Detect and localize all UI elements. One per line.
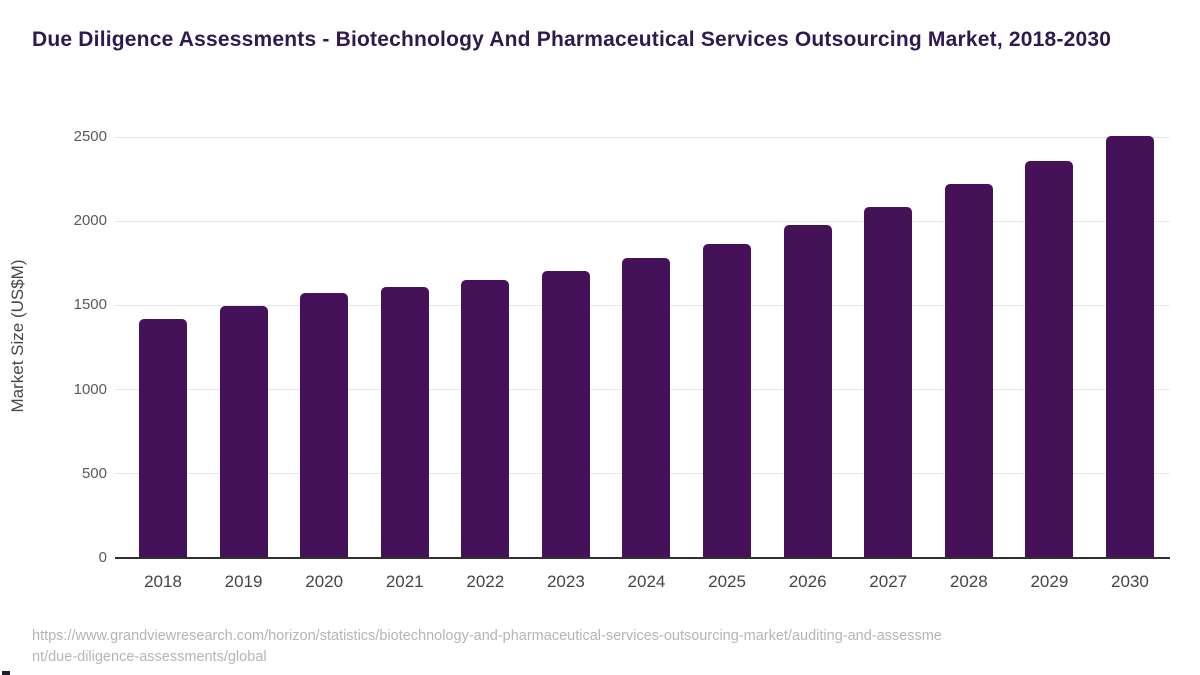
bar-2026	[783, 225, 832, 558]
x-tick-label-2025: 2025	[708, 572, 746, 591]
x-tick-label-2026: 2026	[788, 572, 827, 591]
x-tick-label-2028: 2028	[949, 572, 988, 591]
bar-2029	[1025, 161, 1074, 558]
x-tick-label-2029: 2029	[1030, 572, 1069, 591]
page-title: Due Diligence Assessments - Biotechnolog…	[32, 28, 1112, 51]
x-tick-label-2018: 2018	[144, 572, 182, 591]
bar-2028	[944, 184, 993, 558]
x-tick-label-2021: 2021	[385, 572, 424, 591]
x-tick-label-2027: 2027	[869, 572, 908, 591]
x-tick-label-2022: 2022	[466, 572, 505, 591]
y-tick-label-500: 500	[81, 464, 107, 482]
bar-2020	[300, 292, 349, 558]
x-tick-label-2030: 2030	[1111, 572, 1149, 591]
x-axis-line	[115, 557, 1170, 559]
y-tick-label-2500: 2500	[73, 128, 107, 145]
bar-2024	[622, 258, 671, 558]
gridline-2500	[115, 136, 1170, 138]
x-tick-label-2020: 2020	[305, 572, 344, 591]
bar-2022	[461, 280, 510, 558]
source-url: https://www.grandviewresearch.com/horizo…	[32, 628, 942, 665]
y-tick-label-0: 0	[98, 549, 107, 566]
bar-2019	[219, 306, 268, 558]
bar-2023	[541, 270, 590, 558]
bar-2021	[380, 286, 429, 558]
bar-2027	[864, 206, 913, 558]
y-tick-label-1000: 1000	[73, 380, 107, 398]
x-tick-label-2024: 2024	[627, 572, 666, 591]
gridline-2000	[115, 220, 1170, 222]
y-tick-label-1500: 1500	[73, 296, 107, 314]
x-tick-label-2023: 2023	[546, 572, 585, 591]
corner-mark	[2, 671, 10, 675]
y-axis-title: Market Size (US$M)	[8, 259, 27, 413]
bar-2025	[703, 243, 752, 558]
bar-2030	[1105, 136, 1154, 558]
y-tick-label-2000: 2000	[73, 212, 107, 230]
bar-2018	[139, 318, 187, 558]
x-tick-label-2019: 2019	[224, 572, 263, 591]
